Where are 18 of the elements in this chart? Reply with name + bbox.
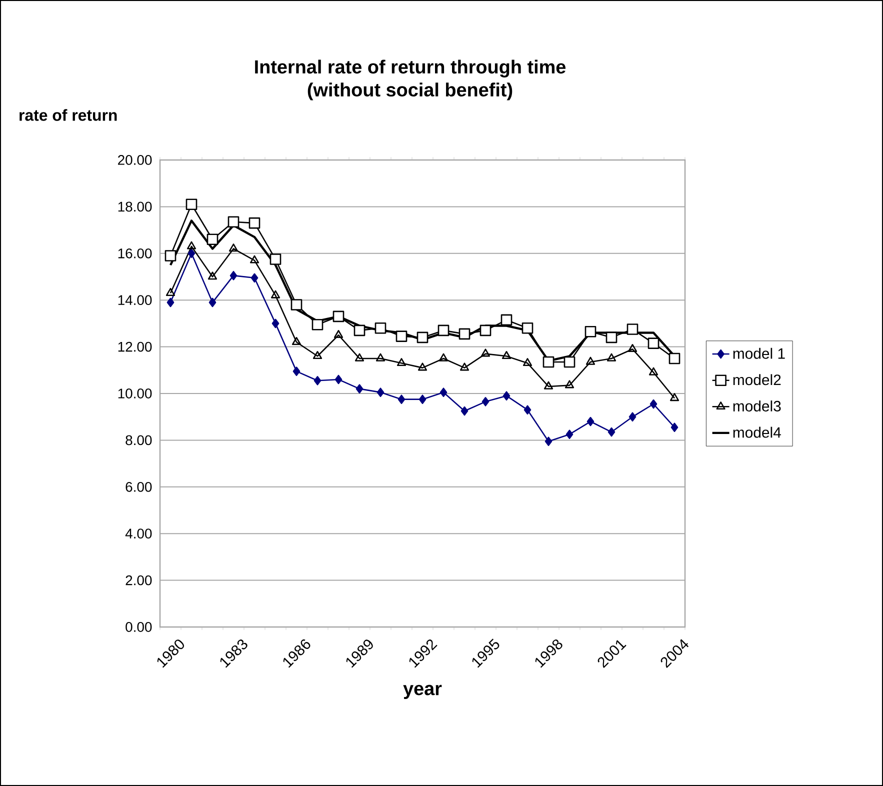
legend-label: model3 [733,400,781,412]
y-tick-label: 2.00 [126,575,152,586]
x-axis-title: year [403,684,442,699]
y-tick-label: 8.00 [126,435,152,446]
y-tick-label: 4.00 [125,528,152,539]
y-tick-label: 14.00 [118,295,152,306]
y-tick-label: 10.00 [118,388,152,398]
chart-title: Internal rate of return through time (without social benefit) [255,60,566,100]
legend-label: model4 [733,426,781,438]
y-tick-label: 20.00 [118,155,152,165]
y-tick-label: 16.00 [118,248,152,258]
y-tick-label: 6.00 [126,482,152,492]
y-tick-label: 12.00 [118,342,152,352]
legend-label: model 1 [733,348,785,359]
y-tick-label: 0.00 [126,622,152,632]
y-tick-label: 18.00 [118,202,152,212]
legend-label: model2 [733,374,781,386]
y-axis-title: rate of return [20,109,117,121]
